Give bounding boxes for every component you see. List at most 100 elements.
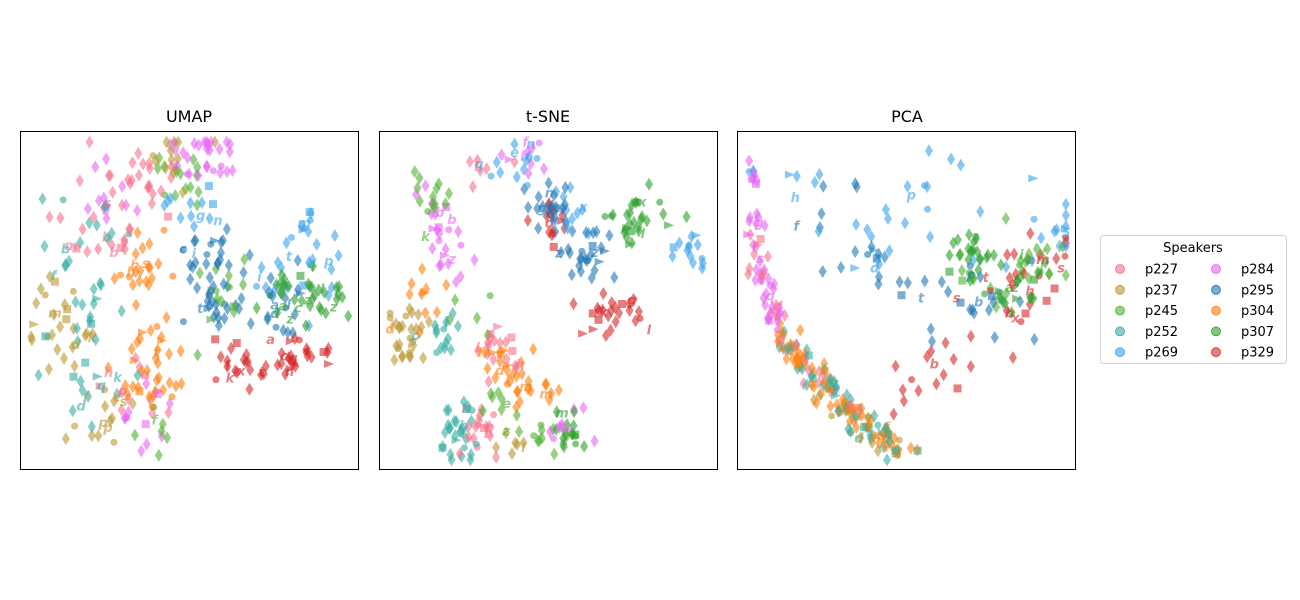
point-p329: l <box>647 323 652 338</box>
point-p227 <box>45 210 54 224</box>
point-p227 <box>486 429 495 443</box>
point-p284 <box>457 241 465 249</box>
point-p295 <box>246 317 255 331</box>
point-p269 <box>1061 197 1070 211</box>
point-p307 <box>572 440 580 448</box>
point-p329 <box>239 353 248 367</box>
point-p329 <box>604 309 613 323</box>
point-p295 <box>202 257 211 271</box>
point-p284 <box>124 405 133 419</box>
point-p237 <box>68 340 77 354</box>
point-p284: z <box>447 252 456 267</box>
point-p284 <box>133 204 142 218</box>
point-p227 <box>492 450 501 464</box>
point-p295 <box>895 275 904 289</box>
point-p304 <box>104 361 113 375</box>
point-p227 <box>134 146 143 160</box>
point-p304 <box>168 393 176 401</box>
point-p284 <box>83 202 92 216</box>
point-p227 <box>476 163 485 177</box>
point-p304 <box>128 380 137 394</box>
point-p227 <box>144 179 153 193</box>
point-p227: h <box>104 366 113 381</box>
point-p269 <box>815 168 824 182</box>
point-p295 <box>203 250 211 258</box>
point-p329 <box>233 365 242 379</box>
point-p284: q <box>766 290 775 305</box>
point-p329 <box>598 303 607 317</box>
point-p252 <box>851 410 860 424</box>
point-p329 <box>891 359 900 373</box>
point-p304 <box>164 347 173 361</box>
point-p252 <box>830 391 841 400</box>
point-p329 <box>927 344 936 358</box>
point-p304 <box>133 226 142 240</box>
legend-entry-p304: p304 <box>1211 304 1274 319</box>
point-p252 <box>92 294 103 303</box>
point-p304 <box>422 282 431 296</box>
point-p237 <box>508 447 517 461</box>
point-p252 <box>459 395 468 409</box>
point-p252 <box>883 453 892 467</box>
point-p269: g <box>196 209 205 224</box>
point-p252 <box>462 404 471 413</box>
point-p252 <box>448 306 457 320</box>
point-p237 <box>398 319 407 333</box>
point-p269 <box>186 196 195 210</box>
point-p284 <box>202 160 211 174</box>
point-p245 <box>229 302 238 311</box>
point-p295 <box>576 264 585 278</box>
point-p284 <box>557 417 566 431</box>
point-p245 <box>434 177 443 191</box>
point-p329 <box>611 300 620 314</box>
point-p269: n <box>526 137 535 152</box>
tsne-axes-frame <box>379 131 718 470</box>
point-p269 <box>205 212 214 226</box>
point-p252 <box>466 453 475 467</box>
point-p252 <box>73 335 82 349</box>
point-p245 <box>163 431 172 445</box>
point-p307 <box>995 291 1004 305</box>
point-p269 <box>512 170 521 184</box>
point-p307 <box>625 217 634 231</box>
point-p284: b <box>435 206 444 221</box>
point-p252: x <box>875 425 885 440</box>
point-p295 <box>190 234 199 248</box>
point-p252: k <box>113 371 123 386</box>
point-p252 <box>442 403 451 417</box>
point-p269 <box>1052 223 1061 237</box>
point-p284 <box>185 167 194 181</box>
point-p307 <box>989 248 998 262</box>
point-p252 <box>41 332 50 341</box>
point-p245 <box>1016 261 1024 269</box>
point-p237: i <box>389 320 394 335</box>
point-p329 <box>257 368 266 382</box>
point-p252 <box>81 358 90 367</box>
point-p295 <box>968 303 977 317</box>
point-p295 <box>851 245 860 259</box>
point-p307 <box>976 252 985 266</box>
point-p237 <box>169 165 178 179</box>
point-p237 <box>395 337 404 351</box>
point-p237 <box>419 351 428 365</box>
point-p295 <box>237 291 246 305</box>
point-p237 <box>81 328 90 342</box>
point-p227 <box>164 212 173 221</box>
legend-label-p252: p252 <box>1145 325 1178 340</box>
point-p295: t <box>918 291 925 306</box>
point-p252 <box>468 406 476 414</box>
point-p304 <box>136 264 145 278</box>
point-p304 <box>153 356 162 370</box>
pca-title: PCA <box>891 107 923 126</box>
point-p237 <box>110 438 118 446</box>
point-p237 <box>60 351 69 365</box>
point-p307: i <box>1019 248 1024 263</box>
point-p304 <box>496 355 505 369</box>
point-p304 <box>110 271 119 285</box>
point-p284 <box>165 397 174 411</box>
point-p307: z <box>303 293 312 308</box>
point-p304 <box>153 343 162 357</box>
point-p237 <box>63 305 72 314</box>
point-p329 <box>1062 234 1070 242</box>
point-p269 <box>1061 239 1070 253</box>
